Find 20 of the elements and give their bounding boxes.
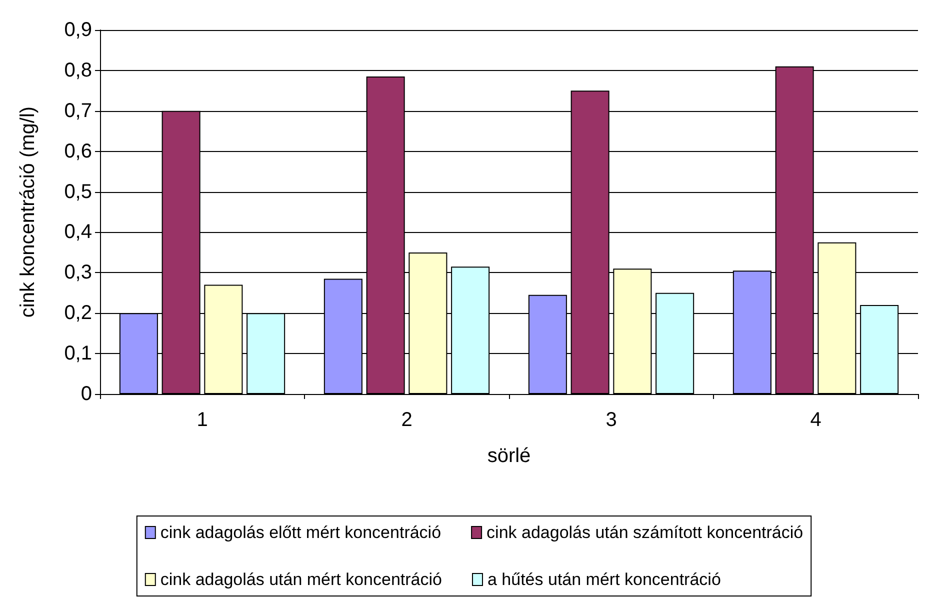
- legend-label: cink adagolás előtt mért koncentráció: [160, 523, 442, 542]
- y-tick-label: 0: [80, 383, 92, 405]
- x-axis-title: sörlé: [487, 445, 531, 467]
- legend-label: a hűtés után mért koncentráció: [487, 570, 721, 589]
- legend-label: cink adagolás után mért koncentráció: [160, 570, 442, 589]
- x-tick-label: 4: [810, 409, 822, 431]
- x-tick-label: 3: [606, 409, 617, 431]
- legend-label: cink adagolás után számított koncentráció: [486, 523, 804, 542]
- y-tick-label: 0,7: [64, 100, 92, 122]
- y-tick-label: 0,4: [64, 221, 92, 244]
- y-tick-label: 0,9: [64, 19, 92, 41]
- y-tick-label: 0,2: [64, 302, 92, 324]
- y-tick-label: 0,5: [64, 180, 92, 203]
- y-tick-label: 0,8: [64, 59, 92, 82]
- x-tick-label: 1: [196, 409, 208, 431]
- y-axis-title: cink koncentráció (mg/l): [17, 106, 39, 318]
- y-tick-label: 0,6: [64, 140, 92, 162]
- y-tick-label: 0,3: [64, 262, 92, 284]
- x-tick-label: 2: [401, 409, 412, 431]
- y-tick-label: 0,1: [64, 342, 92, 365]
